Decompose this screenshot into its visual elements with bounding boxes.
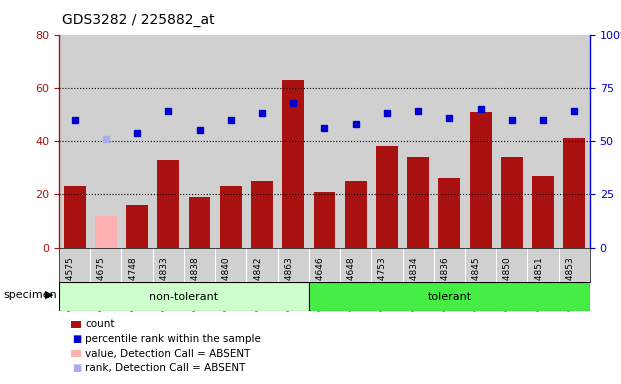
Bar — [215, 35, 247, 248]
Bar — [314, 192, 335, 248]
Bar — [532, 176, 554, 248]
Bar — [90, 35, 122, 248]
Bar — [220, 186, 242, 248]
Bar — [251, 181, 273, 248]
Bar — [469, 112, 492, 248]
Bar — [438, 179, 460, 248]
Text: ■: ■ — [72, 334, 81, 344]
Bar — [189, 197, 211, 248]
Bar — [563, 139, 585, 248]
Bar — [309, 282, 590, 311]
Bar — [501, 157, 523, 248]
Text: rank, Detection Call = ABSENT: rank, Detection Call = ABSENT — [85, 363, 245, 373]
Bar — [407, 157, 429, 248]
Bar — [184, 35, 215, 248]
Text: GDS3282 / 225882_at: GDS3282 / 225882_at — [62, 13, 215, 27]
Bar — [278, 35, 309, 248]
Bar — [95, 216, 117, 248]
Bar — [157, 160, 179, 248]
Bar — [340, 35, 371, 248]
Bar — [64, 186, 86, 248]
Bar — [376, 146, 398, 248]
Text: count: count — [85, 319, 115, 329]
Bar — [465, 35, 496, 248]
Bar — [496, 35, 527, 248]
Text: ■: ■ — [72, 363, 81, 373]
Bar — [59, 282, 309, 311]
Bar — [59, 35, 90, 248]
Text: percentile rank within the sample: percentile rank within the sample — [85, 334, 261, 344]
Text: specimen: specimen — [3, 290, 57, 300]
Text: tolerant: tolerant — [427, 291, 471, 302]
Bar — [309, 35, 340, 248]
Bar — [345, 181, 366, 248]
Bar — [126, 205, 148, 248]
Bar — [122, 35, 153, 248]
Text: non-tolerant: non-tolerant — [150, 291, 219, 302]
Bar — [527, 35, 559, 248]
Bar — [434, 35, 465, 248]
Bar — [371, 35, 402, 248]
Bar — [559, 35, 590, 248]
Bar — [153, 35, 184, 248]
Bar — [247, 35, 278, 248]
Bar — [283, 80, 304, 248]
Text: value, Detection Call = ABSENT: value, Detection Call = ABSENT — [85, 349, 250, 359]
Bar — [402, 35, 434, 248]
Text: ▶: ▶ — [45, 290, 53, 300]
